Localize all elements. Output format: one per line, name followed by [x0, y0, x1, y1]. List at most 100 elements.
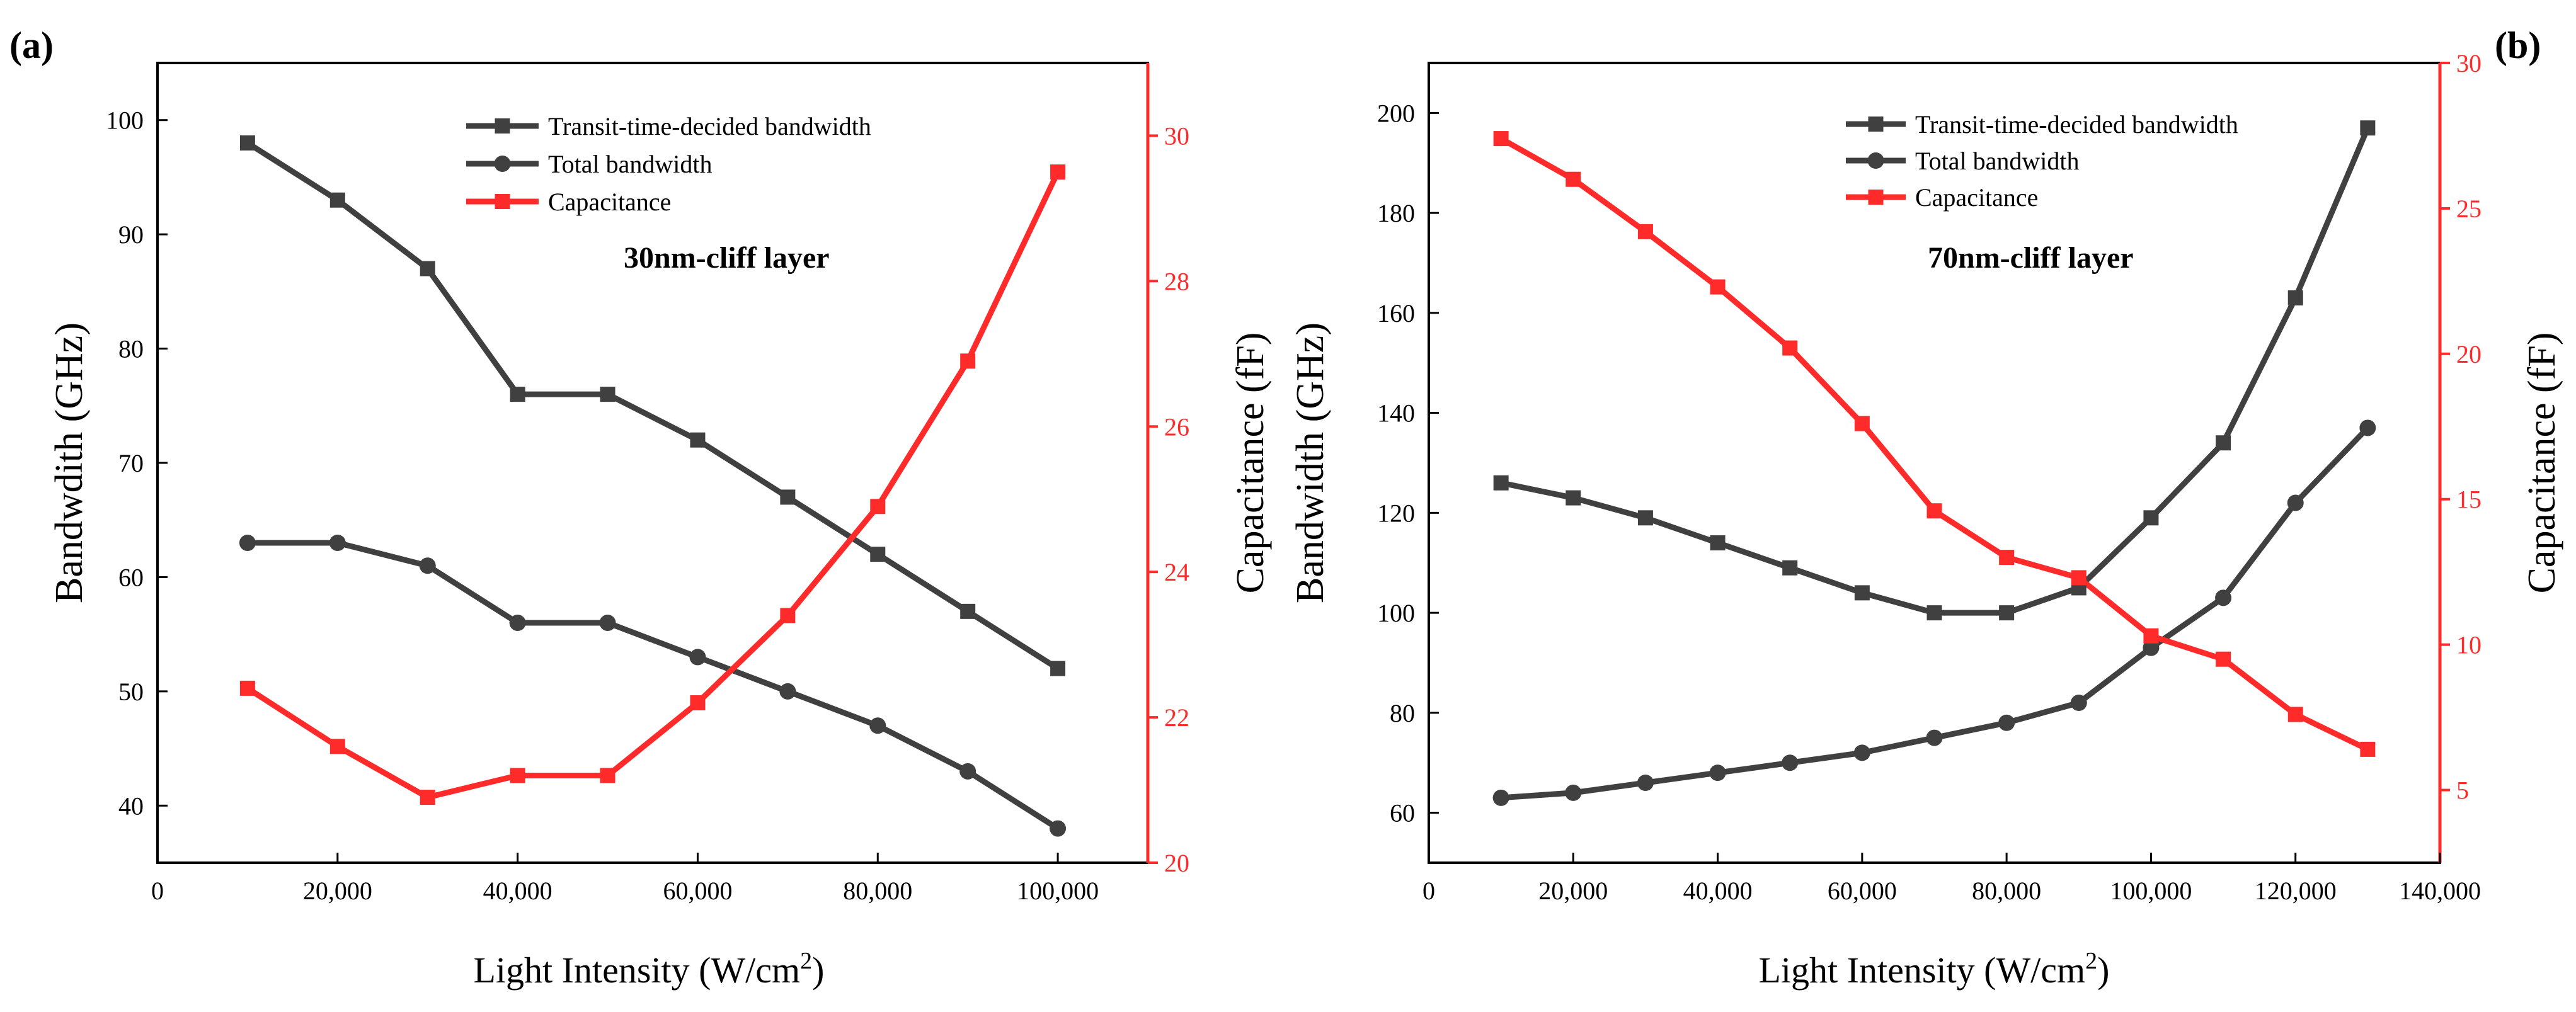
data-point-total-bandwidth	[1853, 744, 1870, 761]
y-right-tick-label: 28	[1164, 267, 1189, 295]
y-right-tick-label: 26	[1164, 412, 1189, 441]
y-left-tick-label: 100	[106, 106, 144, 135]
data-point-transit-time	[1926, 605, 1942, 621]
y-right-tick-label: 30	[2456, 49, 2482, 77]
x-tick-label: 20,000	[1538, 877, 1608, 905]
x-tick-label: 20,000	[303, 877, 372, 905]
legend-label: Transit-time-decided bandwidth	[548, 112, 871, 140]
data-point-total-bandwidth	[1637, 775, 1654, 791]
panel-b-y-left-ticks: 60 80 100 120 140 160 180 200	[1377, 99, 1439, 827]
data-point-capacitance	[600, 768, 615, 783]
y-left-tick-label: 180	[1377, 199, 1415, 227]
panel-a-x-label: Light Intensity (W/cm2)	[474, 948, 825, 991]
legend-marker	[1868, 190, 1884, 205]
data-point-transit-time	[2360, 120, 2376, 136]
data-point-transit-time	[420, 261, 435, 276]
panel-a-y-right-ticks: 20 22 24 26 28 30	[1148, 122, 1189, 877]
data-point-total-bandwidth	[2143, 639, 2160, 656]
y-right-tick-label: 30	[1164, 122, 1189, 150]
data-point-transit-time	[2143, 510, 2159, 526]
legend-label: Capacitance	[548, 188, 671, 216]
data-point-capacitance	[1050, 164, 1066, 180]
legend-marker	[494, 156, 511, 172]
data-point-transit-time	[1493, 475, 1509, 491]
data-point-total-bandwidth	[2215, 589, 2232, 606]
panel-a-markers	[239, 135, 1067, 837]
data-point-transit-time	[1710, 535, 1726, 550]
data-point-transit-time	[2216, 435, 2231, 451]
x-tick-label: 0	[151, 877, 164, 905]
panel-b-y-right-label: Capacitance (fF)	[2521, 333, 2563, 594]
data-point-capacitance	[1566, 171, 1581, 187]
panel-a-label: (a)	[9, 25, 54, 66]
data-point-capacitance	[239, 680, 255, 696]
y-left-tick-label: 70	[118, 449, 144, 477]
x-tick-label: 140,000	[2399, 877, 2481, 905]
panel-a-legend: Transit-time-decided bandwidth Total band…	[466, 112, 871, 216]
x-tick-label: 60,000	[1828, 877, 1897, 905]
data-point-capacitance	[1999, 550, 2015, 566]
y-right-tick-label: 24	[1164, 558, 1189, 586]
y-right-tick-label: 20	[2456, 340, 2482, 368]
data-point-transit-time	[1782, 560, 1798, 576]
data-point-capacitance	[690, 695, 706, 710]
panel-a-lines	[246, 140, 1061, 831]
data-point-capacitance	[1637, 224, 1653, 239]
data-point-capacitance	[1854, 416, 1870, 431]
data-point-total-bandwidth	[239, 535, 256, 551]
x-tick-label: 40,000	[483, 877, 552, 905]
legend-marker	[495, 118, 510, 134]
panel-a-annotation: 30nm-cliff layer	[624, 241, 830, 275]
data-point-total-bandwidth	[599, 615, 616, 631]
data-point-total-bandwidth	[419, 557, 436, 574]
y-left-tick-label: 60	[1390, 799, 1415, 827]
data-point-total-bandwidth	[779, 683, 796, 700]
panel-b-lines	[1499, 127, 2371, 801]
panel-b-markers	[1492, 120, 2376, 806]
data-point-total-bandwidth	[689, 649, 706, 666]
data-point-capacitance	[2143, 628, 2159, 644]
panel-a: (a) 0 20,000 40,000 60,000 80,000 100,000 40 5…	[9, 25, 1272, 991]
data-point-capacitance	[870, 499, 886, 515]
x-tick-label: 40,000	[1683, 877, 1753, 905]
data-point-transit-time	[690, 432, 706, 448]
legend-marker	[495, 194, 510, 209]
series-line-capacitance	[246, 171, 1061, 800]
data-point-total-bandwidth	[1926, 729, 1943, 746]
data-point-capacitance	[2360, 741, 2376, 757]
data-point-total-bandwidth	[1998, 714, 2015, 731]
series-line-total-bandwidth	[247, 540, 1060, 831]
x-tick-label: 0	[1423, 877, 1435, 905]
x-tick-label: 80,000	[1972, 877, 2041, 905]
panel-a-x-ticks: 0 20,000 40,000 60,000 80,000 100,000	[151, 853, 1099, 905]
panel-a-y-left-label: Bandwdith (GHz)	[48, 322, 91, 603]
y-left-tick-label: 60	[118, 563, 144, 591]
data-point-capacitance	[510, 768, 525, 783]
panel-a-y-right-label: Capacitance (fF)	[1229, 333, 1272, 594]
legend-marker	[1867, 152, 1884, 169]
data-point-transit-time	[2287, 290, 2303, 306]
series-line-capacitance	[1499, 136, 2369, 752]
data-point-capacitance	[2287, 707, 2303, 722]
data-point-capacitance	[1710, 279, 1726, 295]
x-tick-label: 80,000	[843, 877, 912, 905]
y-right-tick-label: 22	[1164, 703, 1189, 732]
data-point-total-bandwidth	[2287, 494, 2304, 511]
data-point-total-bandwidth	[1050, 820, 1067, 837]
data-point-transit-time	[239, 135, 255, 151]
data-point-transit-time	[600, 387, 615, 402]
data-point-capacitance	[2216, 651, 2231, 667]
data-point-total-bandwidth	[959, 763, 976, 780]
data-point-capacitance	[329, 739, 345, 754]
data-point-total-bandwidth	[1782, 754, 1799, 771]
data-point-transit-time	[960, 603, 976, 619]
data-point-capacitance	[780, 608, 796, 623]
data-point-transit-time	[870, 547, 886, 562]
data-point-transit-time	[329, 192, 345, 208]
data-point-total-bandwidth	[2359, 419, 2376, 436]
y-right-tick-label: 20	[1164, 849, 1189, 877]
panel-b-y-left-label: Bandwidth (GHz)	[1289, 322, 1332, 603]
data-point-transit-time	[1999, 605, 2015, 621]
data-point-transit-time	[1854, 585, 1870, 601]
